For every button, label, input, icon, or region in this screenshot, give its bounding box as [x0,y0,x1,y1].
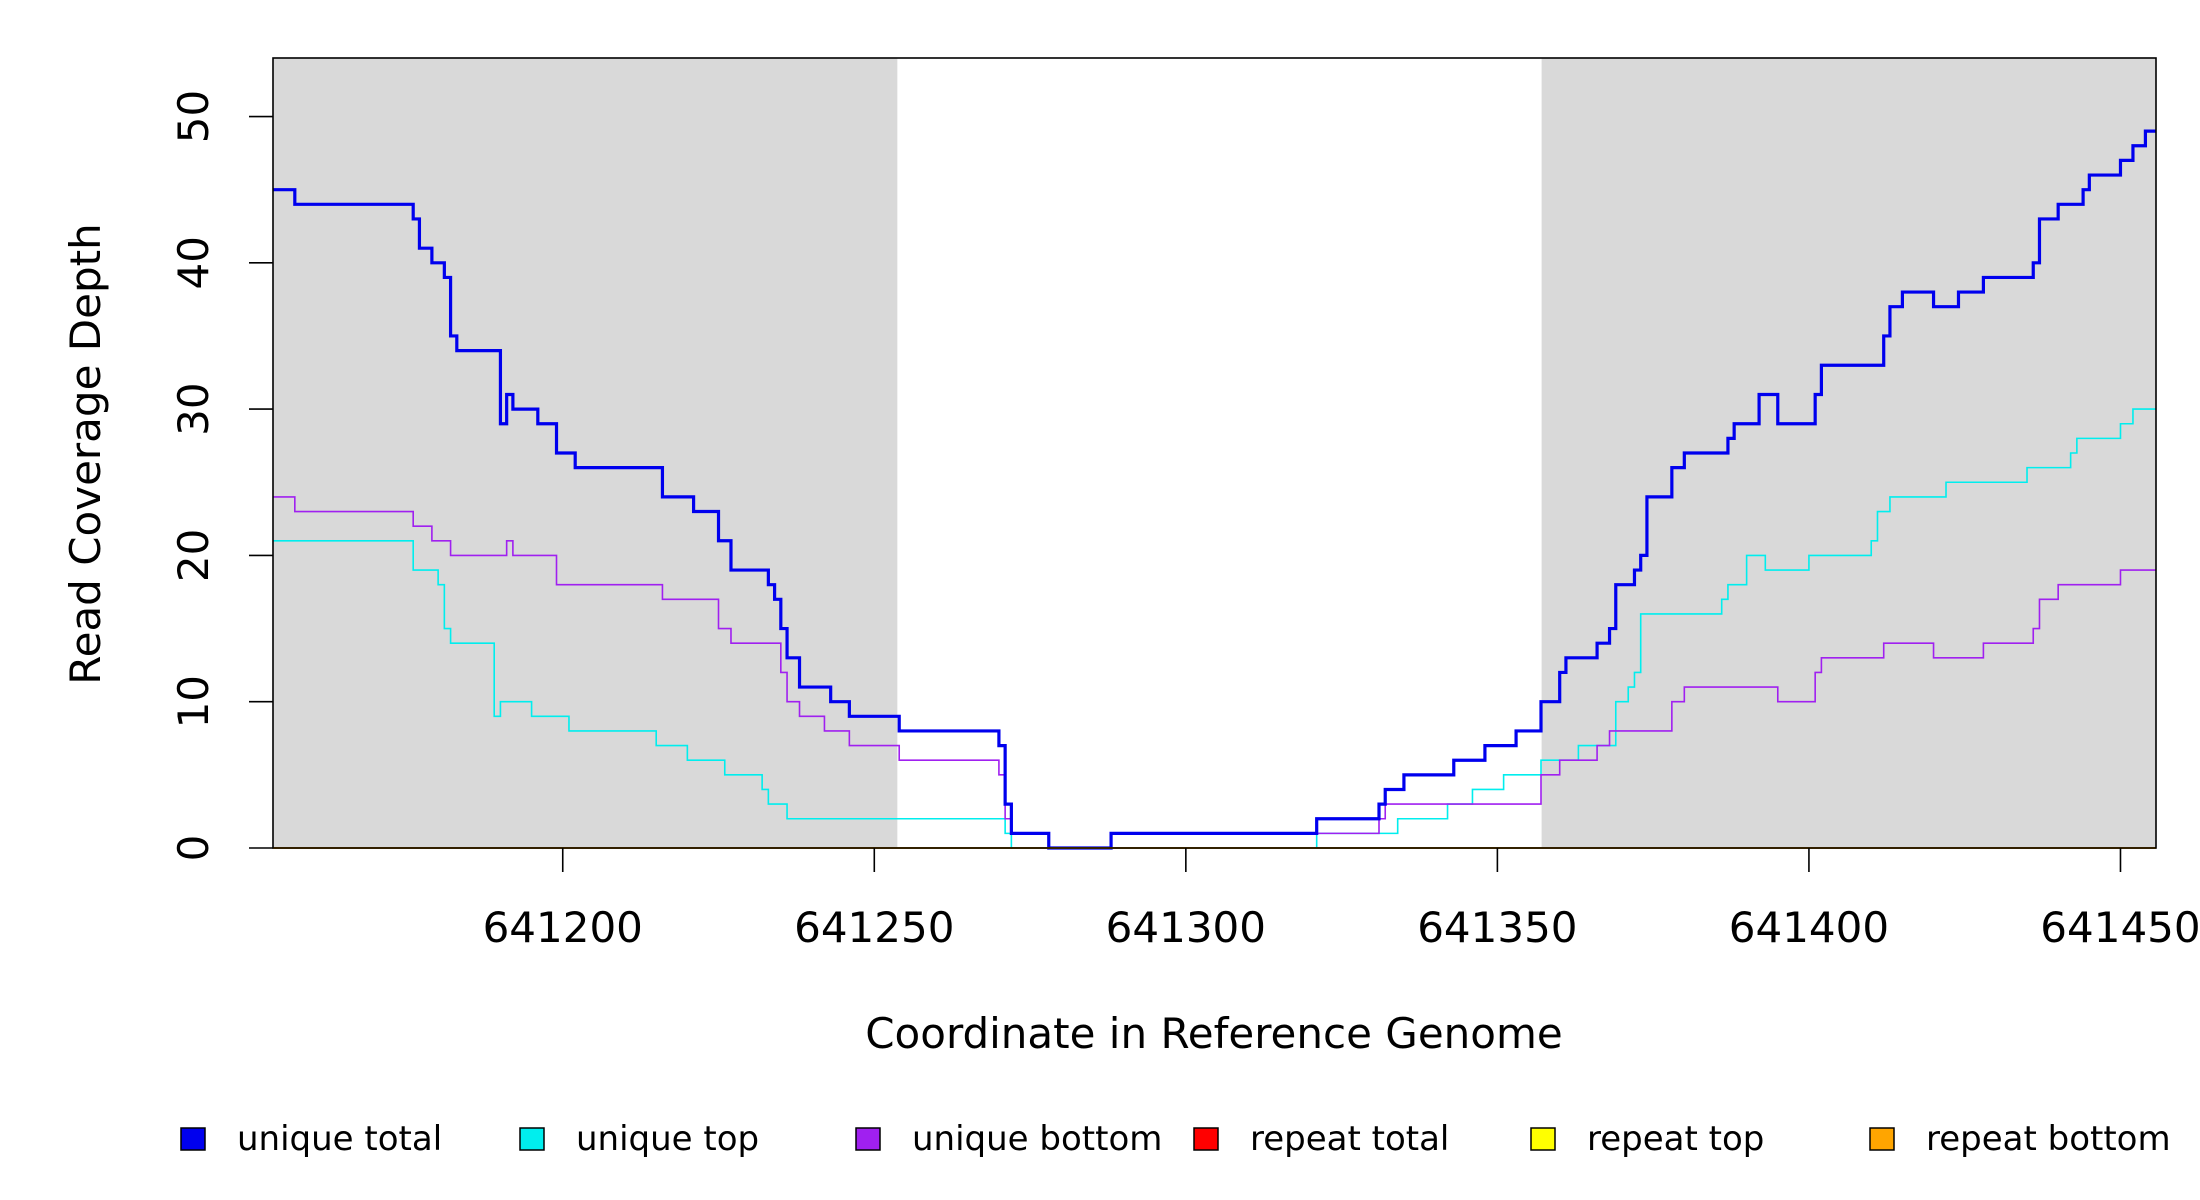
series-line-unique-total [273,129,2156,850]
y-axis: 0 10 20 30 40 50 [169,90,273,862]
shaded-region-1 [273,58,898,848]
legend-swatch [519,1127,545,1151]
series-line-unique-top [273,408,2156,849]
legend: unique total unique top unique bottom repea… [180,1119,2171,1159]
x-tick-label: 641450 [2040,903,2200,952]
legend-swatch [1193,1127,1219,1151]
x-tick-label: 641350 [1417,903,1577,952]
legend-label: unique total [237,1119,442,1159]
plot-frame [272,57,2157,849]
legend-label: repeat top [1587,1119,1764,1159]
shaded-regions [273,58,2156,848]
y-tick-label: 10 [169,675,218,728]
legend-label: unique top [576,1119,759,1159]
x-tick-label: 641400 [1729,903,1889,952]
x-axis: 641200 641250 641300 641350 641400 641450 [483,848,2200,952]
legend-label: repeat bottom [1926,1119,2171,1159]
shaded-region-2 [1541,58,2156,848]
legend-label: unique bottom [912,1119,1162,1159]
legend-swatch [180,1127,206,1151]
x-axis-label: Coordinate in Reference Genome [865,1009,1563,1058]
y-tick-label: 30 [169,382,218,435]
y-axis-label: Read Coverage Depth [61,223,110,684]
x-tick-label: 641250 [794,903,954,952]
legend-label: repeat total [1250,1119,1449,1159]
x-tick-label: 641300 [1106,903,1266,952]
x-tick-label: 641200 [483,903,643,952]
legend-swatch [855,1127,881,1151]
y-tick-label: 20 [169,529,218,582]
y-tick-label: 40 [169,236,218,289]
legend-swatch [1869,1127,1895,1151]
y-tick-label: 50 [169,90,218,143]
y-tick-label: 0 [169,835,218,862]
legend-swatch [1530,1127,1556,1151]
